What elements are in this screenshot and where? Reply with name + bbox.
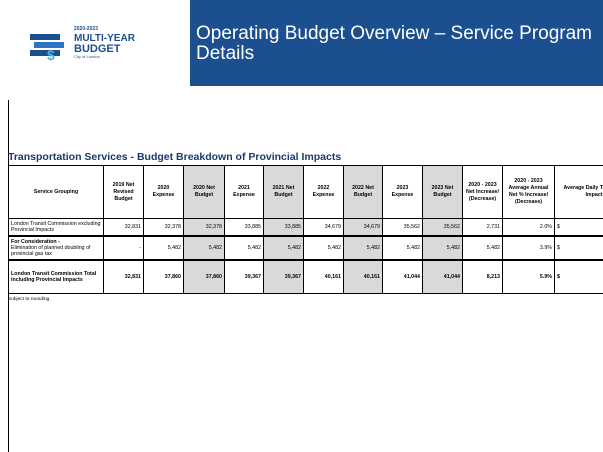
cell: 3.9% — [502, 235, 555, 261]
cell: 41,044 — [382, 259, 423, 294]
column-header: 2022 Net Budget — [343, 165, 383, 219]
row-label-text: For Consideration - — [11, 239, 60, 245]
cell: 5,482 — [303, 235, 344, 261]
cell: - — [103, 235, 144, 261]
tax-cell: $0.44 — [557, 224, 603, 230]
logo-text: City of London — [74, 54, 100, 59]
cell: 33,885 — [263, 218, 304, 237]
cell: 5,482 — [183, 235, 225, 261]
row-label-text: London Transit Commission excluding Prov… — [11, 221, 101, 233]
table-wrap: Service Grouping 2019 Net Revised Budget 2… — [8, 165, 603, 294]
cell: 37,860 — [143, 259, 184, 294]
table-row: London Transit Commission excluding Prov… — [8, 218, 603, 237]
cell: 41,044 — [422, 259, 463, 294]
cell: 5,482 — [462, 235, 503, 261]
cell: 39,367 — [224, 259, 264, 294]
cell: 40,161 — [303, 259, 344, 294]
logo-text: BUDGET — [74, 43, 121, 55]
table-row: For Consideration - Elimination of planne… — [8, 235, 603, 261]
cell: 5.9% — [502, 259, 555, 294]
cell: 5,482 — [343, 235, 383, 261]
cell: 33,885 — [224, 218, 264, 237]
cell: 5,482 — [422, 235, 463, 261]
table-title: Transportation Services - Budget Breakdo… — [8, 151, 342, 163]
cell: 32,831 — [103, 218, 144, 237]
row-label-text: London Transit Commission Total includin… — [11, 271, 97, 283]
tax-part: $ — [557, 224, 560, 230]
cell: 5,482 — [224, 235, 264, 261]
cell: 35,562 — [382, 218, 423, 237]
column-header: 2022 Expense — [303, 165, 344, 219]
cell: 39,367 — [263, 259, 304, 294]
cell: 2.0% — [502, 218, 555, 237]
column-header: 2021 Net Budget — [263, 165, 304, 219]
column-header: 2020 Expense — [143, 165, 184, 219]
cell: 40,161 — [343, 259, 383, 294]
note: Subject to rounding. — [8, 297, 51, 302]
table-row: London Transit Commission Total includin… — [8, 259, 603, 294]
tax-cell: $0.51 — [557, 274, 603, 280]
tax-part: $ — [557, 274, 560, 280]
column-header: Service Grouping — [8, 165, 104, 219]
cell: 34,679 — [303, 218, 344, 237]
cell: 5,482 — [382, 235, 423, 261]
cell: 32,378 — [143, 218, 184, 237]
cell: $0.07 — [554, 235, 603, 261]
row-label: London Transit Commission excluding Prov… — [8, 218, 104, 237]
tax-part: $ — [557, 245, 560, 251]
cell: 8,213 — [462, 259, 503, 294]
column-header: 2019 Net Revised Budget — [103, 165, 144, 219]
logo: $ 2020-2023 MULTI-YEAR BUDGET City of Lo… — [30, 26, 136, 63]
table: Service Grouping 2019 Net Revised Budget 2… — [8, 165, 603, 294]
column-header: 2023 Net Budget — [422, 165, 463, 219]
logo-text: 2020-2023 — [74, 26, 98, 32]
header-band: Operating Budget Overview – Service Prog… — [190, 0, 603, 86]
tax-cell: $0.07 — [557, 245, 603, 251]
column-header: 2020 - 2023 Average Annual Net % Increas… — [502, 165, 555, 219]
cell: 5,482 — [143, 235, 184, 261]
column-header: 2020 - 2023 Net Increase/ (Decrease) — [462, 165, 503, 219]
row-label: London Transit Commission Total includin… — [8, 259, 104, 294]
cell: 37,860 — [183, 259, 225, 294]
column-header: 2020 Net Budget — [183, 165, 225, 219]
cell: $0.44 — [554, 218, 603, 237]
cell: 32,831 — [103, 259, 144, 294]
column-header: Average Daily Tax Payer Impact — [554, 165, 603, 219]
cell: 34,679 — [343, 218, 383, 237]
column-header: 2023 Expense — [382, 165, 423, 219]
cell: 5,482 — [263, 235, 304, 261]
cell: 35,562 — [422, 218, 463, 237]
logo-text: MULTI-YEAR — [74, 33, 136, 44]
svg-text:$: $ — [47, 47, 55, 63]
title: Operating Budget Overview – Service Prog… — [196, 23, 593, 64]
cell: 2,731 — [462, 218, 503, 237]
cell: 32,378 — [183, 218, 225, 237]
cell: $0.51 — [554, 259, 603, 294]
row-sublabel: Elimination of planned doubling of provi… — [11, 245, 91, 257]
row-label: For Consideration - Elimination of planne… — [8, 235, 104, 261]
column-header: 2021 Expense — [224, 165, 264, 219]
